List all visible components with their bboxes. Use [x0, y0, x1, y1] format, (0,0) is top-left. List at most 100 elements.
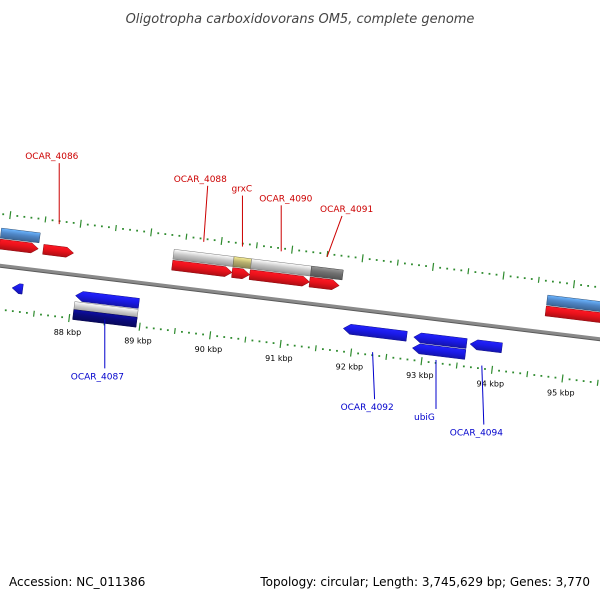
feature-cds-forward[interactable] [544, 305, 600, 326]
tick-dot [293, 344, 296, 347]
ubig-label[interactable]: ubiG [414, 413, 435, 423]
tick-dot [164, 233, 167, 236]
tick-dot [234, 241, 237, 244]
tick-dot [18, 311, 21, 313]
tick-dot [178, 234, 181, 237]
minor-tick [396, 259, 399, 266]
minor-tick [185, 233, 188, 240]
tick-dot [300, 345, 303, 348]
tick-dot [427, 361, 430, 363]
feature-gene-reverse[interactable] [72, 309, 138, 328]
major-tick [209, 331, 212, 340]
minor-tick [385, 353, 388, 360]
tick-dot [329, 349, 331, 351]
tick-dot [152, 327, 155, 330]
feature-cds-reverse[interactable] [75, 291, 140, 309]
tick-dot [551, 280, 554, 283]
feature-cds-forward[interactable] [231, 267, 251, 280]
tick-dot [411, 263, 413, 266]
tick-dot [530, 278, 533, 280]
tick-dot [251, 339, 254, 342]
tick-dot [439, 266, 442, 269]
tick-dot [498, 369, 500, 372]
minor-tick [173, 327, 176, 335]
label-layer: OCAR_4086 OCAR_4087 OCAR_4088 grxC OCAR_4090… [25, 152, 503, 438]
tick-dot [25, 311, 28, 314]
tick-dot [544, 279, 547, 282]
ocar-4094-label[interactable]: OCAR_4094 [450, 429, 503, 439]
major-tick [279, 339, 282, 348]
tick-dot [305, 250, 308, 253]
tick-dot [166, 329, 169, 332]
tick-dot [237, 337, 240, 340]
tick-dot [230, 336, 233, 339]
tick-dot [199, 237, 202, 240]
feature-cds-reverse[interactable] [342, 324, 408, 342]
feature-gene-forward[interactable] [0, 227, 41, 244]
tick-dot [4, 309, 7, 312]
feature-cds-reverse[interactable] [11, 283, 24, 295]
tick-dot [40, 313, 42, 316]
tick-dot [143, 230, 146, 233]
feature-cds-forward[interactable] [308, 276, 340, 290]
tick-label: 89 kbp [124, 337, 152, 346]
major-tick [220, 236, 223, 246]
tick-dot [286, 343, 289, 346]
tick-dot [389, 260, 392, 263]
accession-text: Accession: NC_011386 [9, 575, 145, 589]
tick-dot [587, 285, 590, 287]
feature-cds-reverse[interactable] [469, 339, 503, 354]
ocar-4087-label[interactable]: OCAR_4087 [71, 372, 124, 382]
tick-dot [413, 359, 416, 362]
tick-dot [192, 236, 195, 239]
feature-pseudo-dark[interactable] [310, 265, 344, 281]
tick-dot [2, 213, 5, 216]
tick-dot [171, 234, 174, 236]
genome-summary-text: Topology: circular; Length: 3,745,629 bp… [259, 575, 590, 589]
major-tick [420, 357, 423, 366]
tick-dot [336, 349, 338, 352]
feature-cds-forward[interactable] [42, 244, 75, 258]
tick-label: 92 kbp [336, 362, 364, 371]
tick-dot [488, 272, 491, 275]
tick-dot [540, 374, 543, 377]
tick-dot [453, 268, 456, 271]
tick-dot [108, 226, 110, 229]
tick-dot [11, 310, 14, 313]
tick-dot [319, 252, 322, 254]
tick-dot [392, 356, 395, 359]
tick-dot [312, 251, 315, 254]
tick-dot [16, 215, 19, 217]
tick-dot [122, 228, 124, 230]
tick-label: 88 kbp [54, 328, 82, 337]
tick-dot [519, 372, 522, 375]
feature-cds-reverse[interactable] [413, 332, 468, 349]
tick-dot [37, 217, 40, 220]
tick-dot [129, 228, 131, 231]
feature-cds-forward[interactable] [171, 259, 233, 277]
tick-dot [512, 371, 515, 374]
grxc-label[interactable]: grxC [231, 185, 252, 195]
ocar-4088-label[interactable]: OCAR_4088 [174, 175, 227, 185]
tick-dot [51, 219, 54, 222]
tick-dot [284, 247, 287, 250]
ocar-4091-label[interactable]: OCAR_4091 [320, 205, 373, 215]
major-tick [9, 211, 12, 220]
feature-gene-forward[interactable] [546, 294, 600, 316]
ocar-4086-label[interactable]: OCAR_4086 [25, 152, 78, 162]
ocar-4092-label[interactable]: OCAR_4092 [341, 403, 394, 413]
tick-dot [404, 262, 406, 265]
feature-cds-forward[interactable] [248, 269, 311, 287]
tick-dot [136, 229, 139, 232]
tick-dot [566, 282, 568, 285]
tick-label: 90 kbp [195, 345, 223, 354]
tick-dot [100, 225, 103, 228]
ocar-4090-label[interactable]: OCAR_4090 [259, 194, 312, 204]
major-tick [561, 374, 564, 383]
major-tick [291, 245, 294, 254]
feature-rna[interactable] [232, 256, 252, 269]
tick-dot [568, 378, 571, 381]
feature-cds-reverse[interactable] [411, 343, 467, 360]
tick-dot [509, 275, 512, 278]
feature-cds-forward[interactable] [0, 238, 39, 254]
